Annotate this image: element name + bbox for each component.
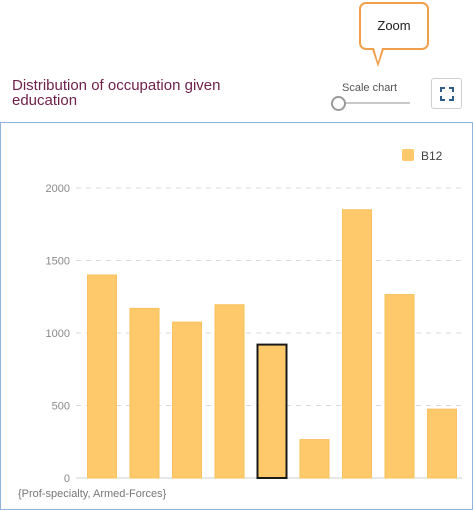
bar-chart: 0 500 1000 1500 2000 B12 bbox=[46, 149, 462, 485]
chart-panel: 0 500 1000 1500 2000 B12 bbox=[0, 122, 473, 510]
bar[interactable] bbox=[299, 439, 330, 479]
y-tick-label: 1500 bbox=[46, 256, 70, 268]
bar[interactable] bbox=[342, 209, 372, 479]
bar[interactable] bbox=[214, 304, 245, 479]
bar[interactable] bbox=[172, 321, 202, 479]
y-tick-label: 500 bbox=[52, 401, 70, 413]
legend-label[interactable]: B12 bbox=[421, 149, 443, 163]
bar[interactable] bbox=[384, 294, 415, 479]
fullscreen-expand-icon bbox=[440, 87, 454, 101]
legend-swatch bbox=[402, 149, 414, 161]
fullscreen-button[interactable] bbox=[431, 78, 462, 109]
scale-slider-track[interactable] bbox=[340, 102, 410, 104]
y-tick-label: 1000 bbox=[46, 328, 70, 340]
bar[interactable] bbox=[256, 343, 288, 479]
bar[interactable] bbox=[87, 274, 117, 479]
tooltip-tail-inner bbox=[374, 48, 382, 62]
scale-slider-handle[interactable] bbox=[331, 96, 346, 111]
y-tick-label: 2000 bbox=[46, 183, 70, 195]
selection-label: {Prof-specialty, Armed-Forces} bbox=[18, 488, 167, 500]
scale-chart-label: Scale chart bbox=[342, 82, 398, 94]
y-tick-label: 0 bbox=[64, 473, 70, 485]
bar[interactable] bbox=[129, 307, 160, 479]
bar[interactable] bbox=[427, 408, 457, 479]
zoom-tooltip-text: Zoom bbox=[377, 18, 411, 33]
zoom-tooltip: Zoom bbox=[359, 2, 429, 50]
chart-title: Distribution of occupation given educati… bbox=[12, 77, 221, 109]
